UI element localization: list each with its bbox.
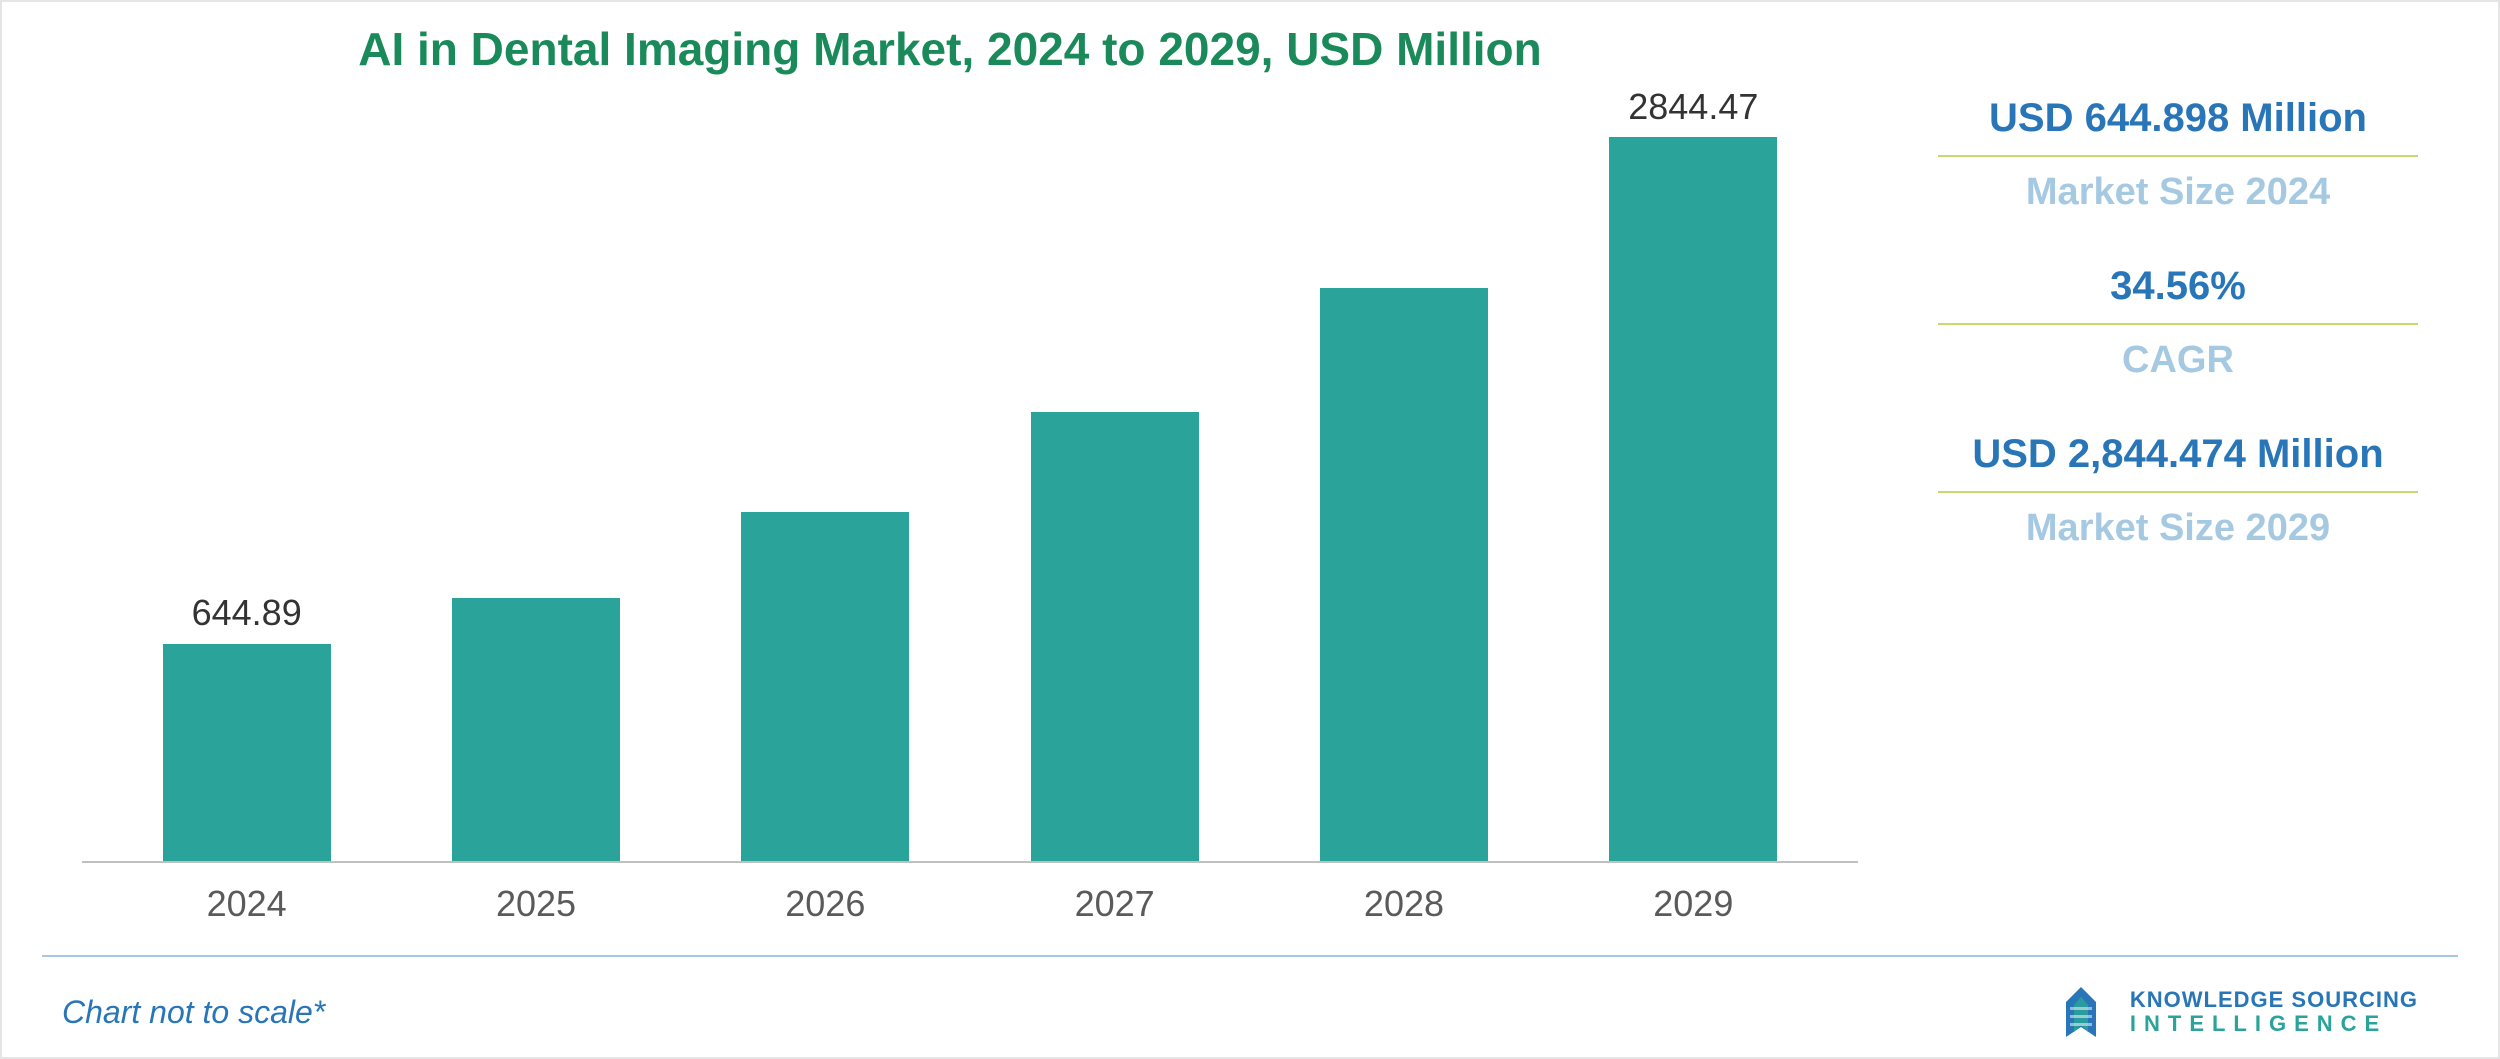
stat-value: 34.56% xyxy=(1898,264,2458,309)
bar xyxy=(163,644,331,861)
x-axis-label: 2029 xyxy=(1549,883,1838,925)
stat-market-size-2029: USD 2,844.474 Million Market Size 2029 xyxy=(1898,432,2458,550)
chart-title: AI in Dental Imaging Market, 2024 to 202… xyxy=(42,22,2458,76)
stat-divider xyxy=(1938,491,2418,493)
stat-label: CAGR xyxy=(1898,339,2458,382)
logo-line2: INTELLIGENCE xyxy=(2130,1012,2418,1036)
stat-market-size-2024: USD 644.898 Million Market Size 2024 xyxy=(1898,96,2458,214)
x-axis-label: 2027 xyxy=(970,883,1259,925)
logo-icon xyxy=(2046,977,2116,1047)
chart-footnote: Chart not to scale* xyxy=(42,994,325,1031)
bar-column: 644.89 xyxy=(102,86,391,861)
logo-text: KNOWLEDGE SOURCING INTELLIGENCE xyxy=(2130,988,2418,1036)
stats-panel: USD 644.898 Million Market Size 2024 34.… xyxy=(1898,86,2458,925)
bar-value-label: 644.89 xyxy=(192,592,302,636)
brand-logo: KNOWLEDGE SOURCING INTELLIGENCE xyxy=(2046,977,2458,1047)
x-axis-label: 2024 xyxy=(102,883,391,925)
bar xyxy=(1609,137,1777,861)
bar-column xyxy=(970,86,1259,861)
chart-container: AI in Dental Imaging Market, 2024 to 202… xyxy=(2,2,2498,1057)
stat-label: Market Size 2024 xyxy=(1898,171,2458,214)
stat-divider xyxy=(1938,323,2418,325)
bar xyxy=(452,598,620,862)
stat-label: Market Size 2029 xyxy=(1898,507,2458,550)
x-axis-label: 2026 xyxy=(681,883,970,925)
bar-column xyxy=(391,86,680,861)
main-row: 644.89 2844.47 202420252026202720282029 U… xyxy=(42,86,2458,925)
footer-row: Chart not to scale* KNOWLEDGE SOURCING I… xyxy=(42,955,2458,1047)
bar-column xyxy=(1259,86,1548,861)
bar-value-label: 2844.47 xyxy=(1628,86,1758,129)
bars-region: 644.89 2844.47 xyxy=(82,86,1858,863)
x-axis-label: 2028 xyxy=(1259,883,1548,925)
bar-column: 2844.47 xyxy=(1549,86,1838,861)
bar-column xyxy=(681,86,970,861)
chart-area: 644.89 2844.47 202420252026202720282029 xyxy=(42,86,1858,925)
logo-line1: KNOWLEDGE SOURCING xyxy=(2130,988,2418,1012)
x-axis-labels: 202420252026202720282029 xyxy=(82,863,1858,925)
stat-value: USD 2,844.474 Million xyxy=(1898,432,2458,477)
bar xyxy=(741,512,909,861)
stat-divider xyxy=(1938,155,2418,157)
bar xyxy=(1320,288,1488,862)
stat-cagr: 34.56% CAGR xyxy=(1898,264,2458,382)
bar xyxy=(1031,412,1199,862)
stat-value: USD 644.898 Million xyxy=(1898,96,2458,141)
x-axis-label: 2025 xyxy=(391,883,680,925)
